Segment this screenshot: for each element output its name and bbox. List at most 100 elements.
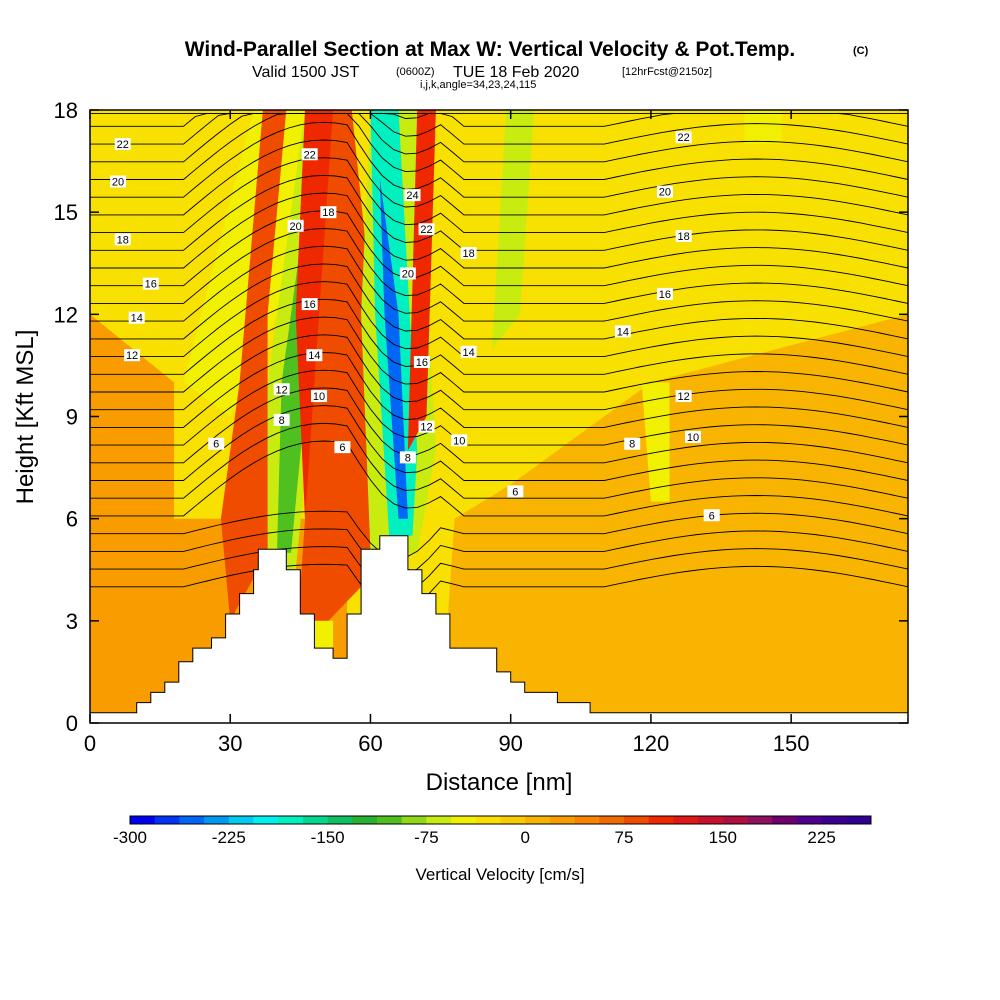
isotherm-label: 6: [703, 509, 720, 522]
svg-text:18: 18: [117, 234, 129, 246]
isotherm-line: [90, 510, 908, 560]
velocity-band: [183, 110, 315, 417]
colorbar-swatch: [302, 816, 329, 824]
colorbar-tick-label: 0: [520, 828, 529, 847]
isotherm-label: 18: [675, 230, 692, 243]
svg-text:24: 24: [406, 190, 418, 202]
colorbar-label: Vertical Velocity [cm/s]: [415, 865, 584, 884]
isotherm-label: 12: [418, 420, 435, 434]
isotherm-line: [90, 405, 908, 481]
velocity-band: [220, 110, 287, 621]
colorbar-swatch: [525, 816, 551, 824]
colorbar-tick-label: -300: [113, 828, 147, 847]
svg-text:6: 6: [213, 439, 219, 451]
x-tick-label: 60: [358, 731, 382, 756]
svg-text:6: 6: [339, 442, 345, 454]
isotherm-line: [90, 192, 908, 269]
colorbar-swatch: [574, 816, 600, 824]
isotherm-label: 14: [306, 349, 323, 362]
colorbar-swatch: [698, 816, 724, 824]
colorbar-swatch: [426, 816, 452, 824]
y-axis: 0 3 6 9 12 15 18: [54, 98, 908, 736]
velocity-band: [440, 314, 908, 723]
colorbar-tick-label: -225: [212, 828, 246, 847]
isotherm-label: 6: [334, 441, 351, 454]
colorbar-swatch: [772, 816, 798, 824]
isotherm-line: [90, 546, 908, 595]
colorbar-swatch: [500, 816, 526, 824]
x-tick-label: 90: [498, 731, 522, 756]
y-tick-label: 6: [66, 507, 78, 532]
isotherm-labels: 6 6 6 6 8 8 8 10 10 10 12 12 12 12 14 14 14 14 16 16 16 16 18 1…: [110, 131, 720, 522]
isotherm-label: 8: [624, 437, 641, 451]
colorbar-swatch: [796, 816, 823, 824]
isotherm-line: [90, 112, 908, 145]
isotherm-label: 16: [301, 298, 318, 311]
chart-title: Wind-Parallel Section at Max W: Vertical…: [185, 38, 796, 61]
isotherm-line: [90, 281, 908, 358]
colorbar-swatch: [253, 816, 279, 824]
svg-text:12: 12: [420, 422, 432, 434]
svg-text:14: 14: [308, 350, 320, 362]
colorbar-tick-label: 225: [807, 828, 835, 847]
colorbar-swatch: [599, 816, 625, 824]
colorbar-swatch: [451, 816, 477, 824]
colorbar-swatch: [130, 816, 156, 824]
velocity-band: [295, 110, 380, 655]
svg-text:12: 12: [678, 391, 690, 403]
svg-text:16: 16: [659, 289, 671, 301]
colorbar-swatch: [475, 816, 501, 824]
isotherm-label: 14: [614, 325, 631, 338]
isotherm-line: [90, 228, 908, 304]
svg-text:Valid 1500 JST: Valid 1500 JST: [252, 64, 360, 81]
svg-text:18: 18: [322, 207, 334, 219]
isotherm-label: 22: [114, 138, 131, 151]
isotherm-label: 20: [110, 175, 127, 189]
colorbar-swatch: [401, 816, 427, 824]
isotherm-label: 8: [399, 451, 416, 464]
isotherm-line: [90, 334, 908, 411]
chart-subtitle: Valid 1500 JST (0600Z) TUE 18 Feb 2020 […: [252, 64, 712, 81]
isotherm-label: 18: [460, 247, 477, 260]
svg-text:6: 6: [512, 486, 518, 498]
isotherm-line: [90, 387, 908, 464]
section-parameters: i,j,k,angle=34,23,24,115: [420, 79, 536, 91]
isotherm-label: 12: [273, 383, 290, 396]
isotherm-label: 10: [684, 430, 701, 444]
isotherm-line: [90, 112, 908, 180]
terrain-mask: [90, 535, 908, 723]
isotherm-label: 20: [656, 185, 673, 199]
svg-text:10: 10: [687, 432, 699, 444]
svg-text:14: 14: [462, 347, 474, 359]
colorbar-tick-label: 75: [615, 828, 634, 847]
colorbar-frame: [129, 815, 872, 825]
isotherm-line: [90, 121, 908, 198]
isotherm-label: 18: [320, 206, 337, 219]
colorbar-swatch: [154, 816, 180, 824]
velocity-band: [379, 178, 408, 519]
isotherm-line: [90, 369, 908, 446]
colorbar-swatch: [549, 816, 576, 824]
svg-text:(0600Z): (0600Z): [396, 66, 435, 78]
colorbar-swatch: [352, 816, 378, 824]
isotherm-line: [90, 112, 908, 163]
colorbar-ticks: -300 -225 -150 -75 0 75 150 225: [113, 828, 836, 847]
svg-text:8: 8: [279, 415, 285, 427]
colorbar-swatch: [673, 816, 699, 824]
isotherm-label: 16: [656, 287, 673, 301]
isotherm-line: [90, 157, 908, 234]
velocity-band: [90, 314, 175, 710]
isotherm-line: [90, 352, 908, 428]
colorbar-tick-label: -75: [414, 828, 439, 847]
isotherm-label: 20: [287, 219, 304, 233]
svg-text:10: 10: [453, 435, 465, 447]
colorbar-swatch: [747, 816, 773, 824]
isotherm-label: 10: [311, 390, 328, 403]
svg-text:20: 20: [290, 221, 302, 233]
colorbar-tick-label: 150: [709, 828, 737, 847]
svg-text:[12hrFcst@2150z]: [12hrFcst@2150z]: [622, 66, 712, 78]
svg-text:TUE 18 Feb 2020: TUE 18 Feb 2020: [453, 64, 579, 81]
isotherm-label: 10: [451, 434, 468, 447]
colorbar: [129, 815, 872, 825]
